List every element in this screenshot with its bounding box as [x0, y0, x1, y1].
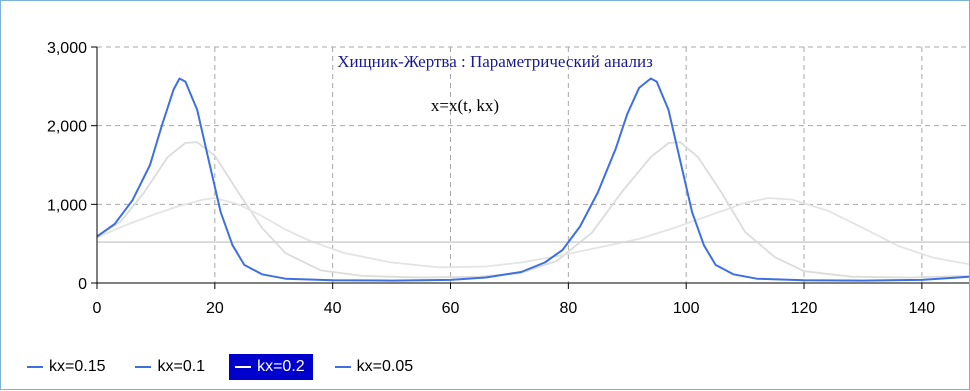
chart-subtitle: x=x(t, kx)	[431, 96, 499, 115]
legend-label: kx=0.2	[257, 358, 305, 375]
x-tick-label: 40	[324, 300, 342, 317]
legend-item-kx-0-2[interactable]: kx=0.2	[229, 354, 313, 380]
legend-label: kx=0.05	[356, 358, 414, 375]
x-tick-label: 60	[442, 300, 460, 317]
series-lines	[96, 77, 970, 282]
x-tick-label: 80	[559, 300, 577, 317]
legend: kx=0.15 kx=0.1 kx=0.2 kx=0.05	[21, 353, 437, 381]
y-tick-label: 3,000	[47, 40, 87, 57]
x-tick-label: 100	[673, 300, 700, 317]
y-tick-label: 0	[78, 276, 87, 293]
legend-label: kx=0.1	[157, 358, 206, 375]
x-tick-label: 20	[206, 300, 224, 317]
grid	[97, 46, 969, 283]
legend-swatch	[135, 366, 152, 368]
legend-item-kx-0-1[interactable]: kx=0.1	[129, 354, 213, 380]
series-line-kx-0-1	[96, 197, 970, 269]
legend-swatch	[27, 366, 43, 368]
series-line-kx-0-15	[96, 141, 970, 279]
x-tick-label: 0	[93, 300, 102, 317]
chart-title: Хищник-Жертва : Параметрический анализ	[337, 52, 653, 71]
y-tick-label: 2,000	[47, 119, 87, 136]
legend-label: kx=0.15	[49, 358, 106, 375]
legend-item-kx-0-15[interactable]: kx=0.15	[21, 354, 113, 380]
axes: 0 1,000 2,000 3,000 0 20 40 60 80 100 120 140	[47, 40, 969, 317]
y-tick-label: 1,000	[47, 197, 87, 214]
x-tick-label: 120	[791, 300, 818, 317]
legend-item-kx-0-05[interactable]: kx=0.05	[329, 354, 421, 380]
x-tick-label: 140	[909, 300, 936, 317]
legend-swatch	[334, 366, 351, 368]
legend-swatch	[235, 366, 252, 368]
series-line-kx-0-05	[96, 77, 970, 282]
